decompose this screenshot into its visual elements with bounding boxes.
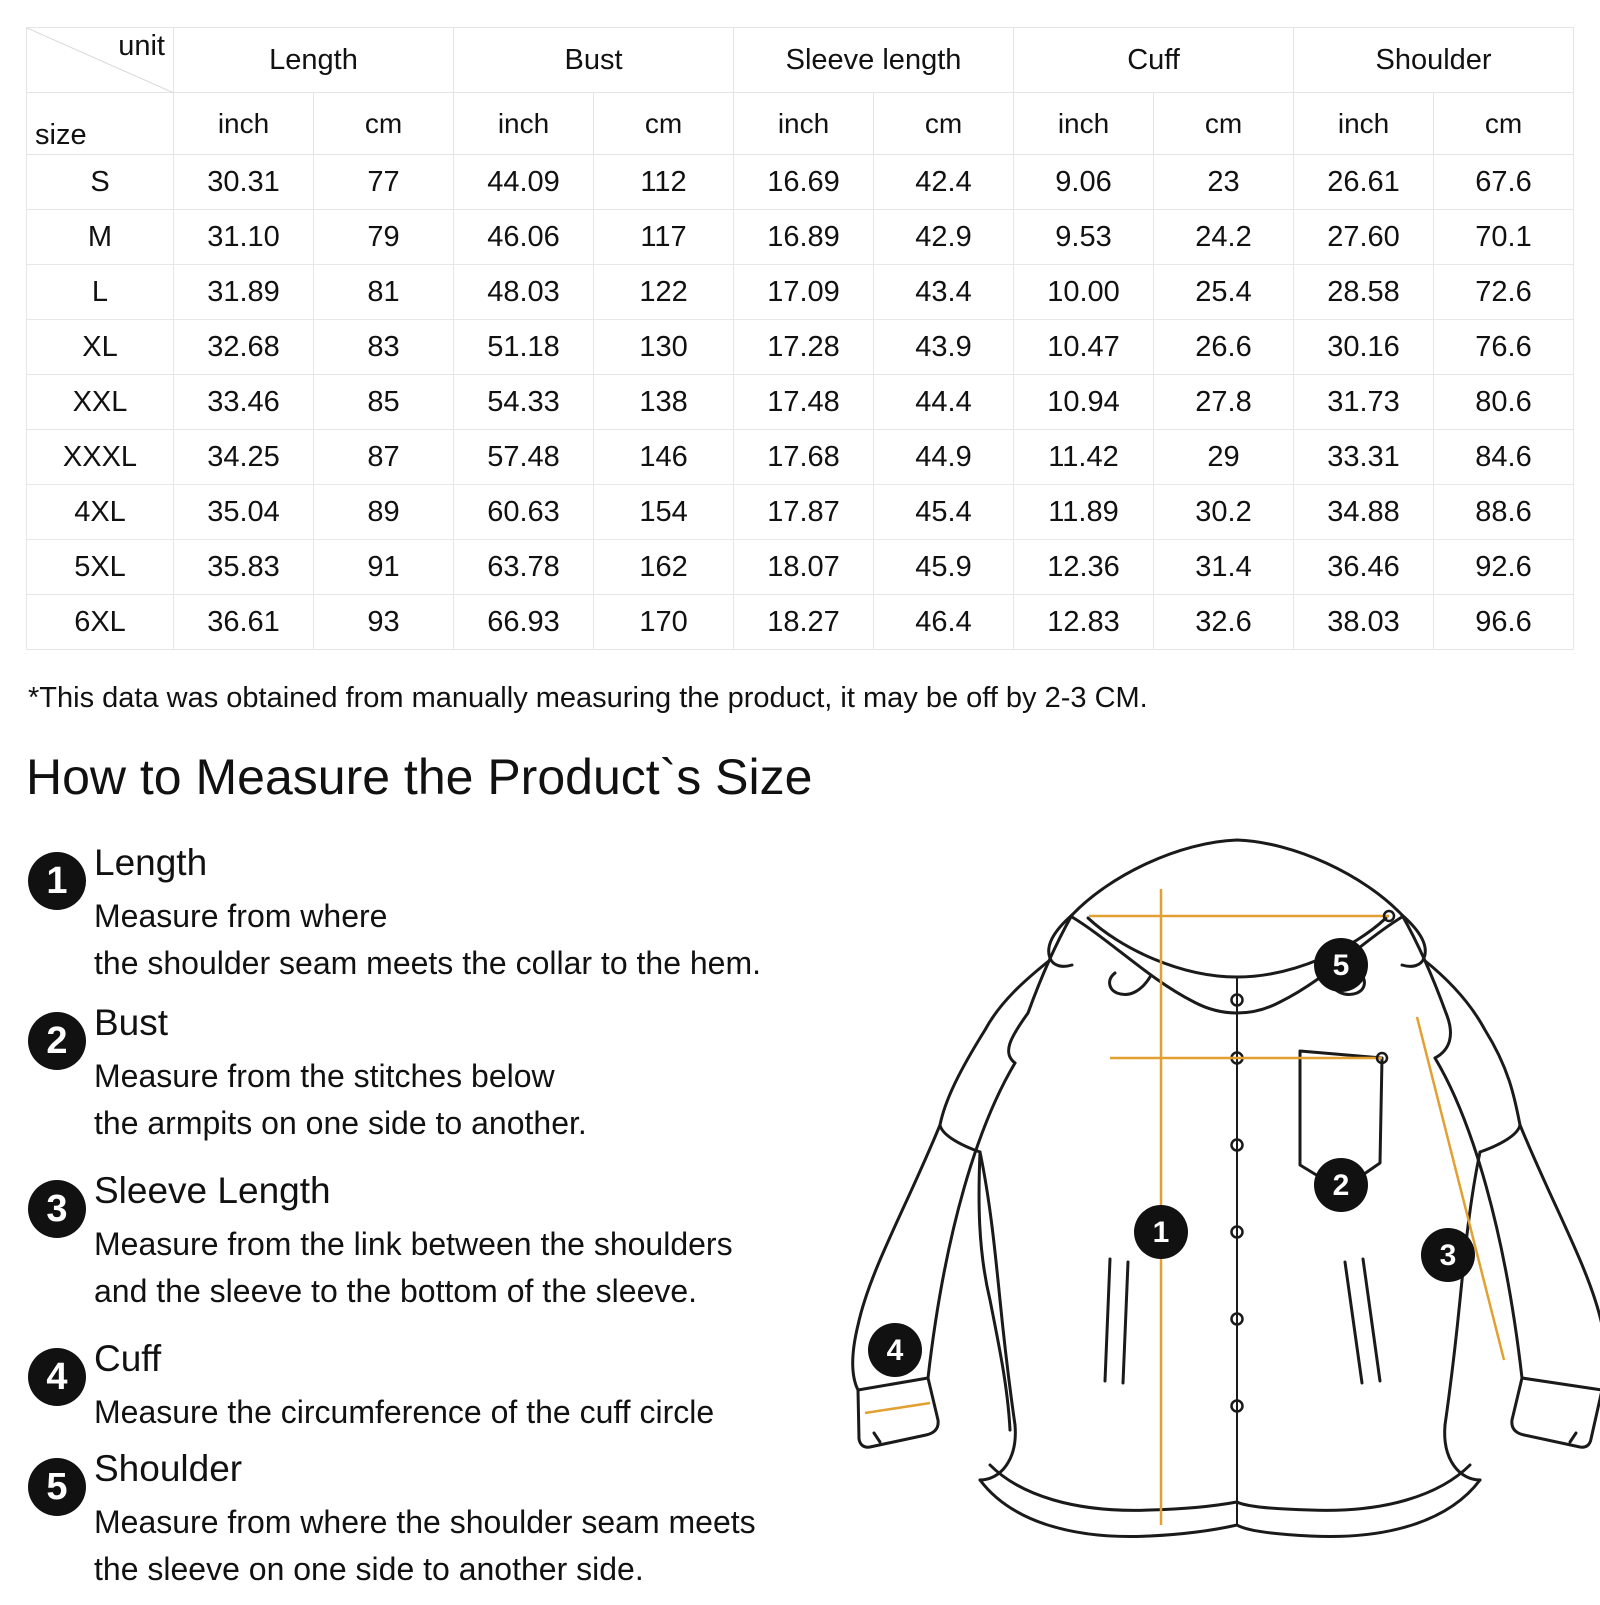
svg-text:3: 3: [1440, 1239, 1457, 1272]
svg-text:1: 1: [1153, 1216, 1170, 1249]
svg-text:5: 5: [1333, 949, 1350, 982]
svg-text:2: 2: [1333, 1169, 1350, 1202]
svg-text:4: 4: [887, 1334, 904, 1367]
